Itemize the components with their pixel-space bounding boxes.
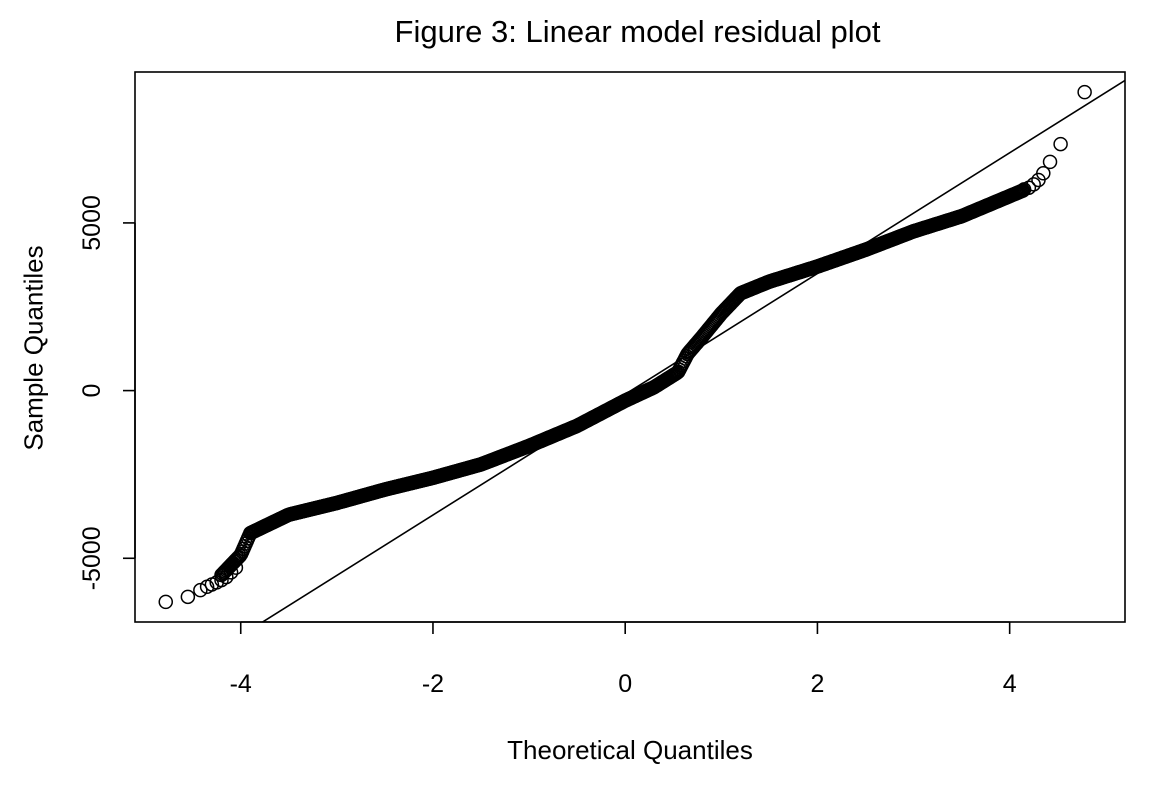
data-point bbox=[228, 560, 244, 575]
x-tick-label: -2 bbox=[422, 670, 444, 698]
reference-line-group bbox=[261, 79, 1125, 622]
reference-line bbox=[261, 79, 1125, 622]
data-point bbox=[180, 589, 196, 605]
x-tick-label: -4 bbox=[230, 670, 252, 698]
y-tick-label: 0 bbox=[78, 384, 106, 398]
y-axis: -5000 0 5000 bbox=[78, 195, 136, 590]
y-tick-label: 5000 bbox=[78, 195, 106, 251]
x-axis-label: Theoretical Quantiles bbox=[507, 735, 753, 765]
data-point bbox=[158, 594, 174, 610]
data-point bbox=[1042, 154, 1058, 170]
plot-frame bbox=[134, 71, 1126, 623]
data-point bbox=[1021, 180, 1037, 195]
x-axis: -4 -2 0 2 4 bbox=[230, 621, 1017, 698]
data-point bbox=[219, 569, 234, 585]
data-point bbox=[1036, 166, 1051, 181]
y-axis-label: Sample Quantiles bbox=[18, 245, 49, 451]
data-point bbox=[1077, 84, 1092, 100]
y-tick-label: -5000 bbox=[78, 526, 106, 590]
x-tick-label: 4 bbox=[1003, 670, 1017, 698]
x-tick-label: 0 bbox=[618, 670, 632, 698]
data-point bbox=[1026, 177, 1041, 192]
chart-title: Figure 3: Linear model residual plot bbox=[394, 14, 881, 49]
data-points bbox=[158, 84, 1092, 610]
x-tick-label: 2 bbox=[810, 670, 824, 698]
data-point bbox=[193, 582, 208, 598]
data-point bbox=[223, 565, 239, 580]
data-point bbox=[1053, 136, 1068, 152]
